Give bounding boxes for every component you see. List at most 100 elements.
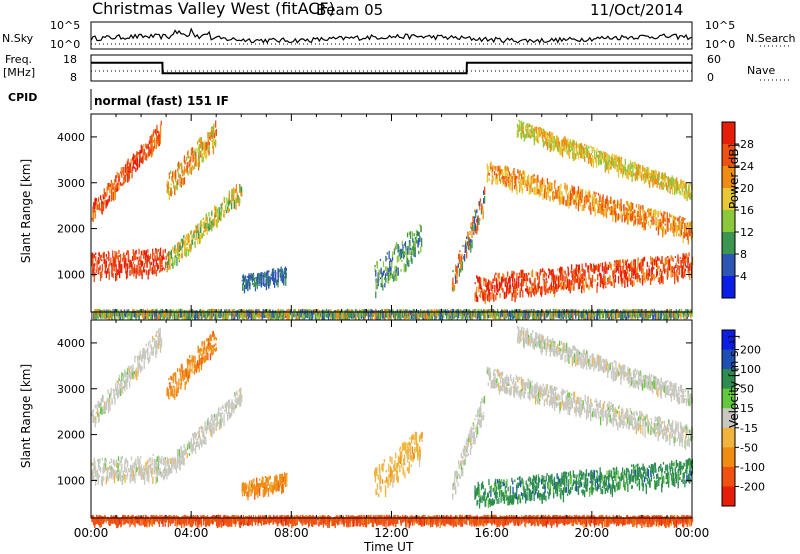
echo-cell <box>184 161 186 165</box>
echo-cell <box>666 222 668 226</box>
echo-cell <box>263 281 265 284</box>
echo-cell <box>113 257 115 263</box>
echo-cell <box>129 162 131 171</box>
echo-cell <box>401 240 403 246</box>
echo-cell <box>639 168 641 173</box>
echo-cell <box>580 142 583 152</box>
echo-cell <box>461 312 463 321</box>
freq-trace <box>91 61 692 75</box>
echo-cell <box>196 158 198 167</box>
echo-cell <box>159 247 162 257</box>
echo-cell <box>126 167 128 177</box>
echo-cell <box>503 291 506 299</box>
echo-cell <box>499 176 501 182</box>
echo-cell <box>93 311 95 315</box>
echo-cell <box>622 312 624 321</box>
echo-cell <box>570 279 572 288</box>
echo-cell <box>651 216 653 226</box>
echo-cell <box>384 282 386 288</box>
echo-cell <box>561 144 563 150</box>
echo-cell <box>178 161 180 169</box>
echo-cell <box>555 309 557 318</box>
echo-cell <box>488 177 490 182</box>
echo-cell <box>190 230 192 235</box>
echo-cell <box>571 145 573 148</box>
echo-cell <box>213 123 215 130</box>
echo-cell <box>134 250 136 260</box>
echo-cell <box>465 243 467 253</box>
echo-cell <box>532 178 534 184</box>
echo-cell <box>192 147 194 154</box>
echo-cell <box>479 201 481 207</box>
echo-cell <box>518 175 520 180</box>
echo-cell <box>605 312 608 317</box>
echo-cell <box>582 204 585 211</box>
echo-cell <box>305 311 307 318</box>
echo-cell <box>348 312 350 321</box>
echo-cell <box>116 171 118 178</box>
echo-cell <box>319 313 321 319</box>
echo-cell <box>235 202 237 210</box>
echo-cell <box>417 240 419 248</box>
echo-cell <box>624 279 626 288</box>
echo-cell <box>551 143 553 151</box>
echo-cell <box>683 254 685 260</box>
echo-cell <box>518 278 520 288</box>
echo-cell <box>186 243 188 246</box>
echo-cell <box>545 287 547 295</box>
echo-cell <box>103 252 105 259</box>
echo-cell <box>207 312 209 317</box>
echo-cell <box>125 265 127 274</box>
echo-cell <box>262 274 264 278</box>
echo-cell <box>523 274 525 281</box>
echo-cell <box>553 279 555 288</box>
echo-cell <box>658 257 660 261</box>
echo-cell <box>287 309 289 313</box>
echo-cell <box>676 272 678 280</box>
echo-cell <box>178 241 180 245</box>
echo-cell <box>585 190 587 195</box>
echo-cell <box>485 290 487 294</box>
echo-cell <box>626 218 629 225</box>
echo-cell <box>592 199 594 206</box>
echo-cell <box>488 312 490 315</box>
echo-cell <box>483 310 485 319</box>
echo-cell <box>183 166 186 174</box>
echo-cell <box>536 290 538 293</box>
echo-cell <box>553 275 556 280</box>
echo-cell <box>114 308 116 318</box>
echo-cell <box>547 310 549 313</box>
echo-cell <box>392 271 395 278</box>
echo-cell <box>140 255 142 264</box>
echo-cell <box>119 254 122 263</box>
echo-cell <box>245 275 247 278</box>
echo-cell <box>493 293 495 302</box>
echo-cell <box>184 160 186 163</box>
echo-cell <box>535 188 537 192</box>
echo-cell <box>140 150 142 154</box>
echo-cell <box>419 312 421 317</box>
echo-cell <box>505 183 507 188</box>
echo-cell <box>630 202 632 210</box>
echo-cell <box>682 261 685 270</box>
echo-cell <box>152 260 155 267</box>
echo-cell <box>676 260 678 263</box>
echo-cell <box>271 277 274 282</box>
echo-cell <box>140 267 142 273</box>
echo-cell <box>151 309 153 312</box>
echo-cell <box>630 163 632 170</box>
echo-cell <box>612 214 614 222</box>
echo-cell <box>391 256 394 261</box>
echo-cell <box>119 311 121 319</box>
echo-cell <box>544 130 546 140</box>
echo-cell <box>581 311 583 319</box>
echo-cell <box>542 268 544 272</box>
echo-cell <box>502 279 504 283</box>
echo-cell <box>481 203 483 211</box>
echo-cell <box>526 184 528 191</box>
echo-cell <box>368 310 370 317</box>
echo-cell <box>195 152 197 160</box>
echo-cell <box>557 308 559 312</box>
echo-cell <box>138 248 140 255</box>
echo-cell <box>398 253 400 257</box>
